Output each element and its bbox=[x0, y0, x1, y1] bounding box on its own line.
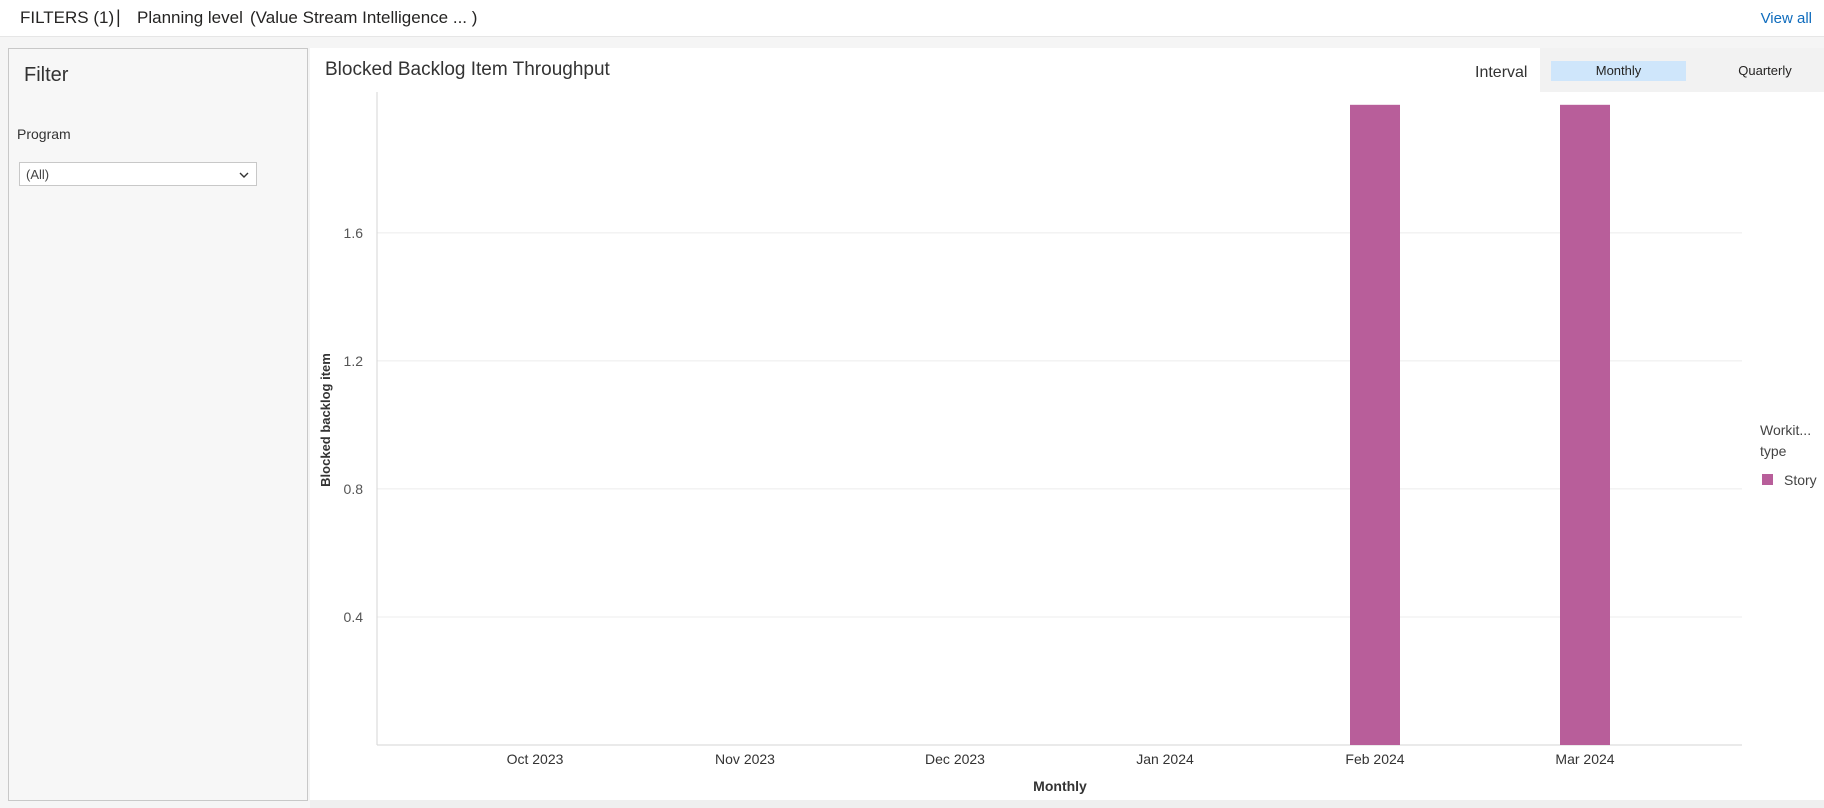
view-all-link[interactable]: View all bbox=[1760, 10, 1812, 27]
gridlines bbox=[377, 232, 1742, 618]
y-tick-label: 1.2 bbox=[344, 353, 364, 369]
chart-panel: 0.4 0.8 1.2 1.6 Oct 2023 Nov 2023 Dec 2023 Jan… bbox=[310, 48, 1824, 800]
y-tick-labels: 0.4 0.8 1.2 1.6 bbox=[344, 225, 364, 625]
y-tick-label: 0.4 bbox=[344, 609, 364, 625]
x-tick-labels: Oct 2023 Nov 2023 Dec 2023 Jan 2024 Feb 2024… bbox=[507, 751, 1615, 767]
footer-strip bbox=[310, 800, 1824, 808]
legend-title: Workit... type bbox=[1760, 422, 1812, 459]
interval-option-monthly[interactable]: Monthly bbox=[1551, 61, 1686, 81]
axes bbox=[376, 92, 1742, 746]
chevron-down-icon bbox=[239, 172, 249, 178]
planning-level-value[interactable]: (Value Stream Intelligence ... ) bbox=[250, 8, 478, 27]
x-tick-label: Nov 2023 bbox=[715, 751, 775, 767]
x-tick-label: Oct 2023 bbox=[507, 751, 564, 767]
legend-swatch bbox=[1762, 474, 1773, 485]
y-axis-title: Blocked backlog item bbox=[318, 353, 333, 487]
x-tick-label: Feb 2024 bbox=[1345, 751, 1404, 767]
chart-canvas: 0.4 0.8 1.2 1.6 Oct 2023 Nov 2023 Dec 2023 Jan… bbox=[318, 92, 1742, 794]
y-tick-label: 1.6 bbox=[344, 225, 364, 241]
x-tick-label: Mar 2024 bbox=[1555, 751, 1614, 767]
program-dropdown-value: (All) bbox=[26, 167, 50, 182]
x-axis-title: Monthly bbox=[1033, 778, 1087, 794]
interval-label: Interval bbox=[1475, 64, 1528, 81]
chart-title: Blocked Backlog Item Throughput bbox=[325, 59, 610, 80]
legend-label: Story bbox=[1784, 472, 1817, 488]
filters-count[interactable]: FILTERS (1) bbox=[20, 8, 115, 27]
bar[interactable] bbox=[1350, 104, 1400, 745]
bars bbox=[1350, 104, 1610, 745]
interval-toggle: Monthly Quarterly bbox=[1540, 48, 1824, 92]
x-tick-label: Dec 2023 bbox=[925, 751, 985, 767]
program-dropdown[interactable]: (All) bbox=[19, 162, 257, 186]
program-label: Program bbox=[17, 126, 71, 142]
filters-separator: | bbox=[116, 7, 121, 27]
x-tick-label: Jan 2024 bbox=[1136, 751, 1194, 767]
filters-bar: FILTERS (1) | Planning level (Value Stre… bbox=[0, 0, 1824, 37]
filter-panel-title: Filter bbox=[24, 64, 69, 86]
bar[interactable] bbox=[1560, 104, 1610, 745]
y-tick-label: 0.8 bbox=[344, 481, 364, 497]
filter-panel: Filter Program (All) bbox=[8, 48, 308, 801]
interval-option-quarterly[interactable]: Quarterly bbox=[1738, 63, 1792, 78]
planning-level-label: Planning level bbox=[137, 8, 243, 27]
